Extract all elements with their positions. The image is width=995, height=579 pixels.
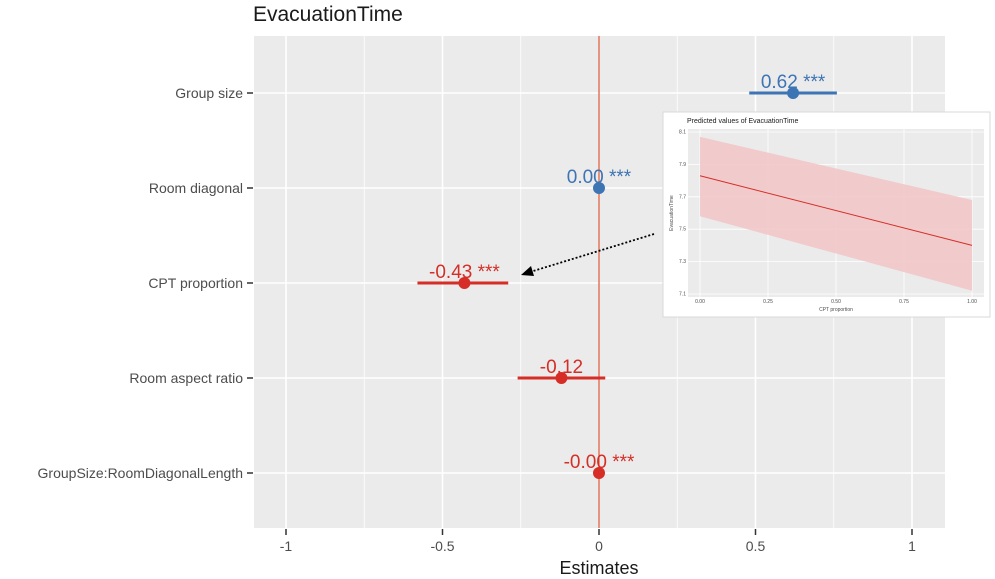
inset-y-axis-title: EvacuationTime (669, 195, 675, 231)
inset-y-tick-label: 7.7 (679, 194, 686, 200)
inset-plot: 0.00 0.25 0.50 0.75 1.00 7.1 7.3 7.5 7.7 7.9 8.1Pr… (662, 111, 991, 318)
estimate-point (555, 372, 568, 384)
x-tick-label: -1 (280, 538, 293, 554)
inset-prediction-line (699, 175, 973, 246)
term-estimates: 0.62 *** 0.00 *** -0.43 *** -0.12 -0.00 *** (417, 72, 837, 479)
y-tick-label: CPT proportion (148, 275, 243, 291)
inset-y-tick-label: 7.9 (679, 162, 686, 168)
estimate-point (458, 277, 471, 289)
annotation-arrow-line (529, 233, 655, 273)
inset-x-tick-label: 1.00 (967, 299, 977, 305)
annotation-arrow-head (521, 266, 534, 276)
y-axis: Group size Room diagonal CPT proportion Roo… (38, 85, 253, 481)
estimate-label: -0.43 *** (429, 262, 500, 283)
annotation-arrow (521, 233, 655, 276)
inset-y-tick-label: 7.5 (679, 227, 686, 233)
inset-x-tick-label: 0.50 (831, 299, 841, 305)
estimate-label: 0.62 *** (761, 72, 826, 93)
y-tick-label: Room diagonal (149, 180, 243, 196)
y-tick-label: Group size (175, 85, 243, 101)
x-tick-label: 1 (908, 538, 916, 554)
inset-x-tick-label: 0.25 (763, 299, 773, 305)
inset-x-tick-label: 0.00 (695, 299, 705, 305)
x-axis: -1 -0.5 0 0.5 1 (280, 529, 916, 554)
estimate-label: -0.12 (540, 357, 583, 378)
x-tick-label: 0.5 (746, 538, 766, 554)
chart-title: EvacuationTime (253, 3, 403, 26)
estimate-label: -0.00 *** (564, 452, 635, 473)
y-tick-label: GroupSize:RoomDiagonalLength (38, 465, 243, 481)
inset-x-axis-title: CPT proportion (819, 307, 853, 313)
inset-title: Predicted values of EvacuationTime (687, 118, 799, 125)
estimate-point (787, 87, 800, 99)
inset-confidence-band (700, 136, 972, 291)
inset-x-tick-label: 0.75 (899, 299, 909, 305)
x-axis-title: Estimates (559, 558, 638, 578)
estimate-point (593, 467, 605, 479)
x-tick-label: -0.5 (430, 538, 454, 554)
y-tick-label: Room aspect ratio (129, 370, 243, 386)
estimate-label: 0.00 *** (567, 167, 632, 188)
inset-y-tick-label: 7.1 (679, 292, 686, 298)
x-tick-label: 0 (595, 538, 603, 554)
inset-y-tick-label: 7.3 (679, 259, 686, 265)
inset-y-tick-label: 8.1 (679, 130, 686, 136)
estimate-point (593, 182, 605, 194)
